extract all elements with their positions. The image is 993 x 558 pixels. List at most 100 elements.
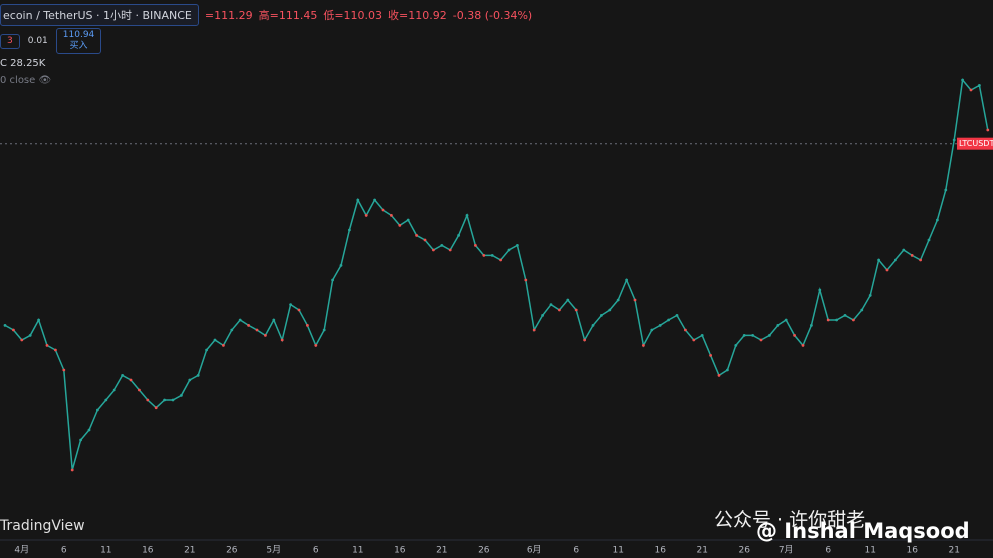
price-point [474,243,477,247]
price-point [826,318,830,322]
x-tick-label: 5月 [266,545,281,556]
price-point [583,338,586,342]
price-point [54,348,57,352]
price-point [28,333,32,337]
price-point [726,368,729,372]
price-point [532,328,536,332]
x-tick-label: 6 [313,546,319,556]
price-point [297,308,301,312]
price-point [734,343,738,347]
trade-buttons: 3 0.01 110.94 买入 [0,28,102,54]
price-point [390,213,393,217]
price-point [314,343,318,347]
price-point [79,438,82,442]
price-point [549,303,553,307]
watermark: TradingView [0,518,85,534]
price-point [541,313,544,317]
buy-label: 买入 [69,41,88,51]
price-point [667,318,670,322]
buy-price: 110.94 [62,30,95,40]
price-point [524,278,528,282]
price-point [507,248,511,252]
price-point [238,318,242,322]
price-point [591,323,595,327]
price-point [415,233,418,237]
price-point [793,333,796,337]
x-tick-label: 16 [394,546,406,556]
x-tick-label: 11 [352,546,363,556]
price-point [843,313,847,317]
price-point [364,213,368,217]
price-point [348,228,351,232]
price-point [448,248,452,252]
price-point [87,428,91,432]
x-tick-label: 26 [226,546,238,556]
price-point [465,213,469,217]
price-point [280,338,284,342]
symbol[interactable]: ecoin / TetherUS · 1小时 · BINANCE [0,4,199,26]
price-point [154,406,158,410]
x-tick-label: 6 [61,546,67,556]
price-point [717,373,721,377]
price-point [188,378,192,382]
x-tick-label: 6月 [527,545,542,556]
price-point [709,353,712,357]
price-point [490,253,494,257]
x-tick-label: 11 [612,546,623,556]
price-point [247,323,251,327]
x-tick-label: 11 [100,546,111,556]
price-point [373,198,376,202]
price-point [20,338,24,342]
price-point [432,248,435,252]
sell-button[interactable]: 3 [0,33,20,49]
price-point [289,303,292,307]
price-point [213,338,217,342]
price-line-series [4,78,989,471]
price-point [322,328,326,332]
volume-label: C 28.25K [0,58,46,69]
x-tick-label: 6 [573,546,579,556]
price-point [96,408,99,412]
price-point [860,308,864,312]
price-point [440,243,444,247]
price-point [675,313,679,317]
price-point [650,328,654,332]
price-point [129,378,133,382]
price-point [944,188,948,192]
price-point [499,258,502,262]
indicator-legend[interactable]: 0 close 👁 [0,75,52,86]
price-point [339,263,343,267]
price-point [163,398,167,402]
price-point [700,333,704,337]
open-value: =111.29 [204,8,253,22]
price-point [356,198,360,202]
price-point [902,248,906,252]
price-point [558,308,561,312]
high-value: 高=111.45 [258,9,318,22]
price-point [196,373,200,377]
price-point [272,318,276,322]
x-tick-label: 21 [184,546,195,556]
legend-header: ecoin / TetherUS · 1小时 · BINANCE =111.29… [0,4,532,26]
price-point [986,128,990,132]
buy-button[interactable]: 110.94 买入 [55,28,102,54]
price-point [776,323,780,327]
price-point [919,258,922,262]
price-point [625,278,628,282]
price-point [574,308,578,312]
price-point [171,398,175,402]
price-point [600,313,603,317]
x-tick-label: 21 [436,546,447,556]
price-point [633,298,637,302]
wechat-watermark: 公众号 · 许你甜老 [714,509,866,531]
price-point [684,328,687,332]
price-point [616,298,620,302]
price-point [121,373,124,377]
price-label: LTCUSDT [959,139,993,148]
price-point [482,253,486,257]
x-tick-label: 21 [948,546,959,556]
close-label: 0 close [0,75,36,86]
price-point [608,308,612,312]
